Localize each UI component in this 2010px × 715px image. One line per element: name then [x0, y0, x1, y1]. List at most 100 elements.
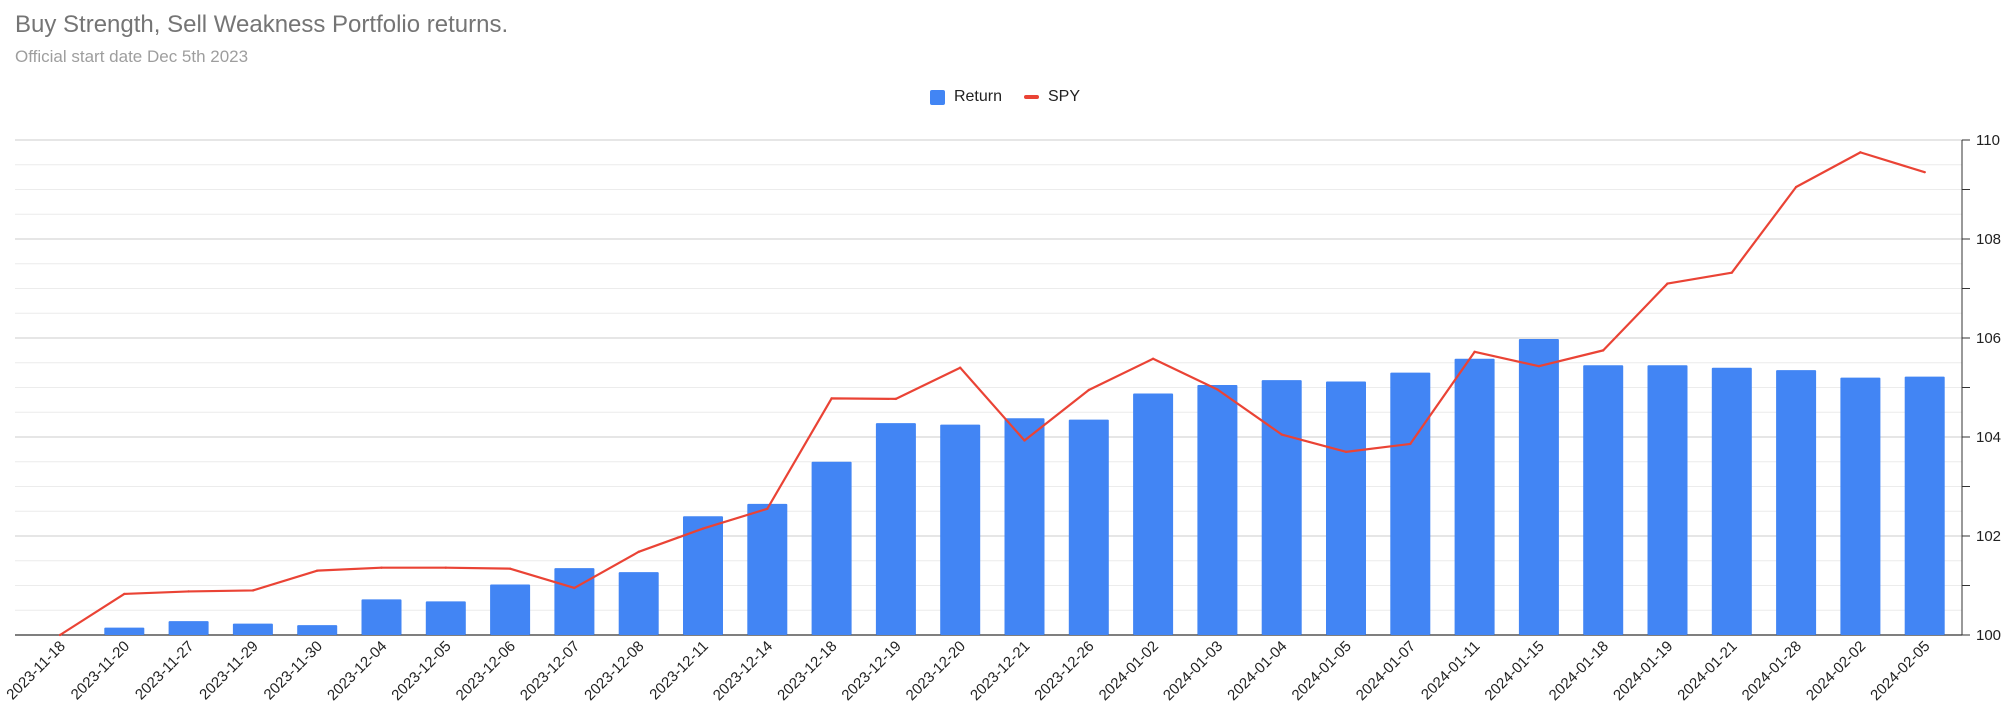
y-tick-label: 106 — [1976, 330, 2001, 347]
x-tick-label: 2024-01-15 — [1481, 638, 1547, 704]
x-tick-label: 2023-12-20 — [903, 638, 969, 704]
y-tick-label: 100 — [1976, 627, 2001, 644]
bar-return — [940, 424, 981, 635]
point-spy — [1923, 170, 1926, 174]
point-spy — [959, 366, 962, 369]
bar-return — [1711, 367, 1752, 635]
x-tick-label: 2024-01-02 — [1096, 638, 1162, 704]
bar-return — [1518, 338, 1559, 635]
point-spy — [251, 589, 255, 592]
x-tick-label: 2023-12-06 — [453, 638, 519, 704]
point-spy — [1794, 185, 1798, 189]
point-spy — [1666, 282, 1669, 285]
bar-return — [1776, 370, 1817, 635]
x-tick-label: 2023-11-20 — [68, 638, 133, 703]
bar-return — [811, 461, 852, 635]
x-tick-label: 2024-01-19 — [1610, 638, 1676, 704]
x-tick-label: 2024-02-05 — [1867, 638, 1933, 704]
point-spy — [444, 566, 447, 569]
bar-return — [1261, 380, 1302, 635]
bar-return — [232, 623, 273, 635]
point-spy — [58, 633, 62, 637]
bar-return — [1390, 372, 1431, 635]
point-spy — [1473, 350, 1476, 354]
x-tick-label: 2023-11-18 — [3, 638, 68, 703]
bar-return — [297, 625, 338, 635]
y-tick-label: 102 — [1976, 528, 2001, 545]
x-tick-label: 2024-01-03 — [1160, 638, 1226, 704]
line-spy — [59, 151, 1926, 636]
x-tick-label: 2023-12-11 — [646, 638, 711, 703]
x-tick-label: 2024-01-28 — [1739, 638, 1805, 704]
bar-return — [683, 516, 723, 635]
point-spy — [830, 397, 833, 400]
point-spy — [1537, 365, 1541, 368]
point-spy — [766, 507, 769, 510]
point-spy — [701, 527, 705, 530]
bar-return — [1133, 393, 1174, 635]
bar-return — [1326, 381, 1366, 635]
x-tick-label: 2024-02-02 — [1803, 638, 1869, 704]
bar-return — [747, 503, 788, 635]
bar-return — [361, 599, 402, 635]
legend: Return SPY — [0, 88, 2010, 106]
point-spy — [1216, 388, 1219, 391]
x-tick-label: 2024-01-05 — [1289, 638, 1355, 704]
legend-item-return[interactable]: Return — [929, 88, 1002, 106]
bar-return — [490, 584, 531, 635]
point-spy — [637, 550, 640, 554]
y-tick-label: 110 — [1976, 132, 2000, 149]
x-tick-label: 2024-01-18 — [1546, 638, 1612, 704]
legend-swatch-return — [929, 89, 945, 105]
x-tick-label: 2023-11-30 — [261, 638, 326, 703]
x-tick-label: 2023-12-08 — [581, 638, 647, 704]
bar-return — [618, 572, 659, 635]
point-spy — [1602, 349, 1605, 352]
bar-return — [1583, 365, 1624, 635]
legend-item-spy[interactable]: SPY — [1024, 88, 1080, 106]
x-tick-label: 2023-12-19 — [838, 638, 904, 704]
bar-return — [875, 423, 916, 635]
chart-subtitle: Official start date Dec 5th 2023 — [15, 47, 249, 66]
bar-return — [1197, 385, 1238, 635]
point-spy — [380, 566, 383, 569]
point-spy — [1730, 271, 1734, 274]
x-tick-label: 2023-12-18 — [774, 638, 840, 704]
point-spy — [1087, 388, 1091, 392]
point-spy — [316, 569, 319, 572]
point-spy — [1151, 357, 1155, 360]
point-spy — [187, 590, 190, 593]
legend-label-spy: SPY — [1048, 88, 1081, 105]
point-spy — [894, 397, 898, 401]
legend-label-return: Return — [953, 88, 1002, 105]
bar-return — [554, 568, 595, 635]
bar-return — [1068, 419, 1109, 635]
legend-swatch-spy — [1024, 95, 1039, 99]
bar-return — [1004, 418, 1045, 635]
x-tick-label: 2024-01-21 — [1674, 638, 1740, 704]
x-tick-label: 2023-12-21 — [967, 638, 1033, 704]
x-tick-label: 2023-11-27 — [132, 638, 197, 703]
x-tick-label: 2023-12-14 — [710, 638, 776, 704]
chart-title: Buy Strength, Sell Weakness Portfolio re… — [15, 11, 509, 38]
x-tick-label: 2023-12-26 — [1031, 638, 1097, 704]
y-tick-label: 104 — [1976, 429, 2001, 446]
point-spy — [1409, 442, 1412, 446]
point-spy — [1023, 439, 1026, 442]
x-tick-label: 2023-12-04 — [324, 638, 390, 704]
point-spy — [1859, 151, 1862, 154]
bar-return — [1647, 365, 1688, 635]
point-spy — [573, 586, 576, 590]
x-tick-label: 2023-12-07 — [517, 638, 583, 704]
bar-return — [1904, 376, 1945, 635]
point-spy — [1344, 450, 1348, 454]
bar-return — [104, 627, 145, 635]
x-tick-label: 2024-01-04 — [1224, 638, 1290, 704]
x-tick-label: 2023-11-29 — [196, 638, 261, 703]
bar-return — [425, 601, 466, 635]
x-tick-label: 2024-01-11 — [1418, 638, 1483, 703]
point-spy — [123, 592, 126, 596]
point-spy — [1280, 433, 1283, 436]
point-spy — [508, 567, 512, 570]
